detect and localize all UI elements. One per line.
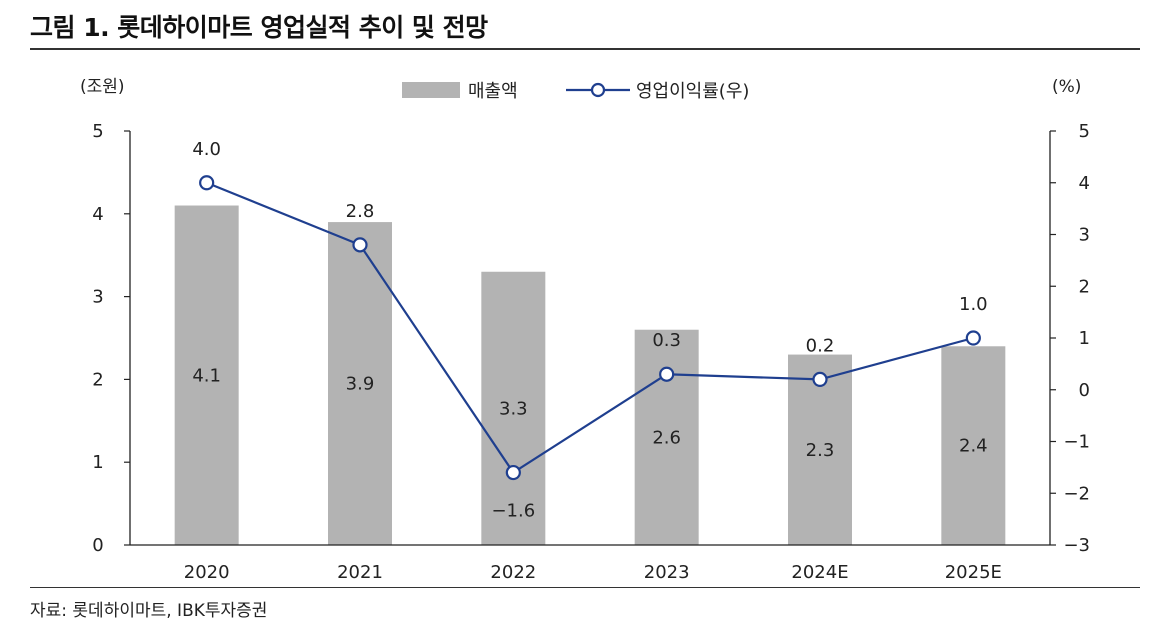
legend-line-label: 영업이익률(우) [636, 81, 749, 102]
margin-label-2024E: 0.2 [806, 335, 835, 356]
x-tick-label: 2023 [644, 562, 690, 583]
right-tick-label: 5 [1079, 121, 1090, 142]
right-tick-label: −2 [1063, 483, 1090, 504]
x-tick-label: 2021 [337, 562, 383, 583]
left-tick-label: 1 [92, 452, 103, 473]
bar-label-2021: 3.9 [346, 374, 375, 395]
margin-point-2023 [660, 368, 673, 381]
legend-bar-label: 매출액 [468, 81, 518, 102]
x-tick-label: 2020 [184, 562, 230, 583]
legend-line-marker [592, 84, 604, 96]
left-tick-label: 5 [92, 121, 103, 142]
margin-point-2020 [200, 176, 213, 189]
left-tick-label: 3 [92, 287, 103, 308]
x-tick-label: 2022 [490, 562, 536, 583]
margin-point-2024E [814, 373, 827, 386]
margin-label-2022: −1.6 [491, 501, 535, 522]
right-tick-label: 0 [1079, 380, 1090, 401]
right-tick-label: 3 [1079, 225, 1090, 246]
margin-label-2020: 4.0 [192, 139, 221, 160]
bar-label-2020: 4.1 [192, 365, 221, 386]
margin-line [207, 183, 974, 473]
margin-label-2023: 0.3 [652, 330, 681, 351]
left-tick-label: 2 [92, 369, 103, 390]
margin-point-2022 [507, 466, 520, 479]
right-tick-label: 4 [1079, 173, 1090, 194]
right-tick-label: 2 [1079, 276, 1090, 297]
left-tick-label: 0 [92, 535, 103, 556]
right-tick-label: −3 [1063, 535, 1090, 556]
margin-label-2025E: 1.0 [959, 294, 988, 315]
x-tick-label: 2024E [791, 562, 848, 583]
combo-chart: 0 1 2 3 4 5 −3 −2 −1 0 1 2 3 4 5 4.1 3.9 3.3 2.6 2.3 2.4 4.… [0, 0, 1150, 627]
left-axis-unit: (조원) [80, 77, 125, 97]
source-note: 자료: 롯데하이마트, IBK투자증권 [30, 596, 267, 621]
right-tick-label: 1 [1079, 328, 1090, 349]
bar-label-2023: 2.6 [652, 427, 681, 448]
margin-point-2025E [967, 332, 980, 345]
bar-label-2025E: 2.4 [959, 436, 988, 457]
bar-label-2024E: 2.3 [806, 440, 835, 461]
source-divider [30, 587, 1140, 588]
x-tick-label: 2025E [945, 562, 1002, 583]
right-tick-label: −1 [1063, 432, 1090, 453]
left-tick-label: 4 [92, 204, 103, 225]
right-axis-unit: (%) [1052, 77, 1081, 97]
margin-point-2021 [354, 238, 367, 251]
legend-bar-swatch [402, 82, 460, 98]
bar-label-2022: 3.3 [499, 398, 528, 419]
margin-label-2021: 2.8 [346, 201, 375, 222]
